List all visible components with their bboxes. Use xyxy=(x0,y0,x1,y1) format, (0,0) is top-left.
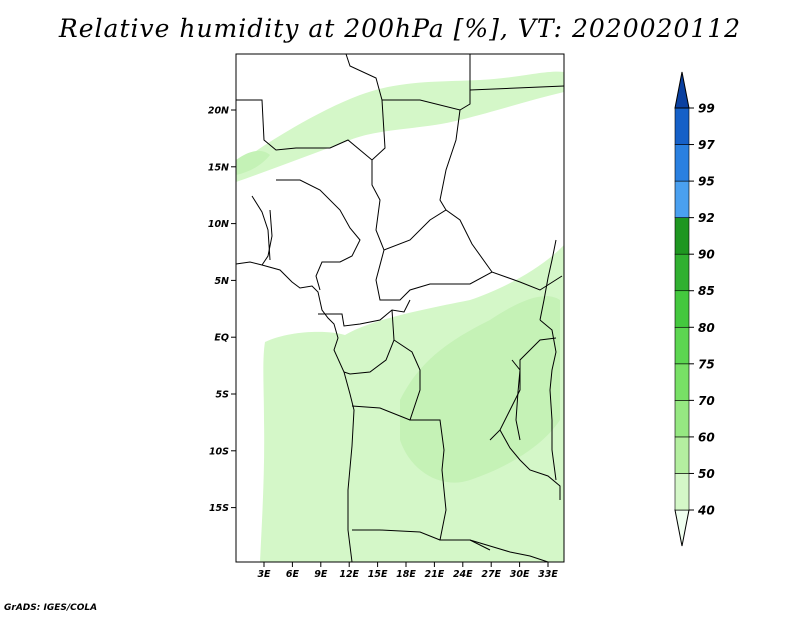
colorbar-label: 95 xyxy=(698,175,715,189)
lon-tick-label: 21E xyxy=(425,569,445,580)
lon-tick-label: 18E xyxy=(396,569,416,580)
humidity-region-north-band xyxy=(236,71,564,182)
humidity-region-central xyxy=(400,296,560,483)
colorbar-segment xyxy=(674,144,690,182)
colorbar-label: 97 xyxy=(698,138,715,152)
colorbar-segment xyxy=(674,253,690,292)
lat-tick-label: 5N xyxy=(214,276,229,287)
lat-tick-label: 10S xyxy=(209,446,229,457)
country-borders xyxy=(235,53,565,563)
colorbar-label: 99 xyxy=(698,102,715,116)
colorbar-segment xyxy=(674,217,690,255)
lon-tick-label: 9E xyxy=(314,569,328,580)
colorbar-segment xyxy=(674,473,690,511)
lon-tick-label: 33E xyxy=(538,569,558,580)
lon-tick-label: 6E xyxy=(286,569,300,580)
lon-tick-label: 24E xyxy=(453,569,473,580)
colorbar-label: 75 xyxy=(698,357,715,371)
colorbar-segment xyxy=(674,400,690,438)
map-frame xyxy=(235,53,565,563)
colorbar-label: 60 xyxy=(698,430,715,444)
humidity-region-northwest xyxy=(236,150,270,175)
colorbar-label: 90 xyxy=(698,248,715,262)
colorbar-segment xyxy=(674,436,690,474)
latitude-axis: 20N 15N 10N 5N EQ 5S 10S 15S xyxy=(208,106,236,514)
lat-tick-label: 10N xyxy=(208,219,229,230)
lat-tick-label: EQ xyxy=(214,333,229,344)
lon-tick-label: 3E xyxy=(257,569,271,580)
humidity-shading xyxy=(236,71,564,562)
lat-tick-label: 15N xyxy=(208,162,229,173)
colorbar-upper-triangle xyxy=(674,71,690,109)
colorbar-lower-triangle xyxy=(674,509,690,547)
colorbar-segment xyxy=(674,363,690,401)
longitude-axis: 3E 6E 9E 12E 15E 18E 21E 24E 27E 30E 33E xyxy=(257,562,558,580)
colorbar-segment xyxy=(674,107,690,145)
colorbar: 40 50 60 70 75 80 85 90 92 95 97 99 xyxy=(674,71,715,547)
footer-credit: GrADS: IGES/COLA xyxy=(4,603,98,613)
chart-title: Relative humidity at 200hPa [%], VT: 202… xyxy=(58,14,742,43)
lon-tick-label: 27E xyxy=(481,569,501,580)
colorbar-label: 85 xyxy=(698,284,715,298)
lat-tick-label: 20N xyxy=(208,106,229,117)
colorbar-segment xyxy=(674,326,690,365)
colorbar-segment xyxy=(674,180,690,218)
lat-tick-label: 15S xyxy=(209,503,229,514)
lon-tick-label: 30E xyxy=(510,569,530,580)
lon-tick-label: 12E xyxy=(339,569,359,580)
colorbar-label: 40 xyxy=(697,504,715,518)
colorbar-label: 80 xyxy=(698,321,715,335)
colorbar-label: 50 xyxy=(698,467,715,481)
colorbar-segment xyxy=(674,290,690,328)
colorbar-label: 92 xyxy=(698,211,715,225)
lat-tick-label: 5S xyxy=(216,390,230,401)
colorbar-label: 70 xyxy=(698,394,715,408)
lon-tick-label: 15E xyxy=(368,569,388,580)
